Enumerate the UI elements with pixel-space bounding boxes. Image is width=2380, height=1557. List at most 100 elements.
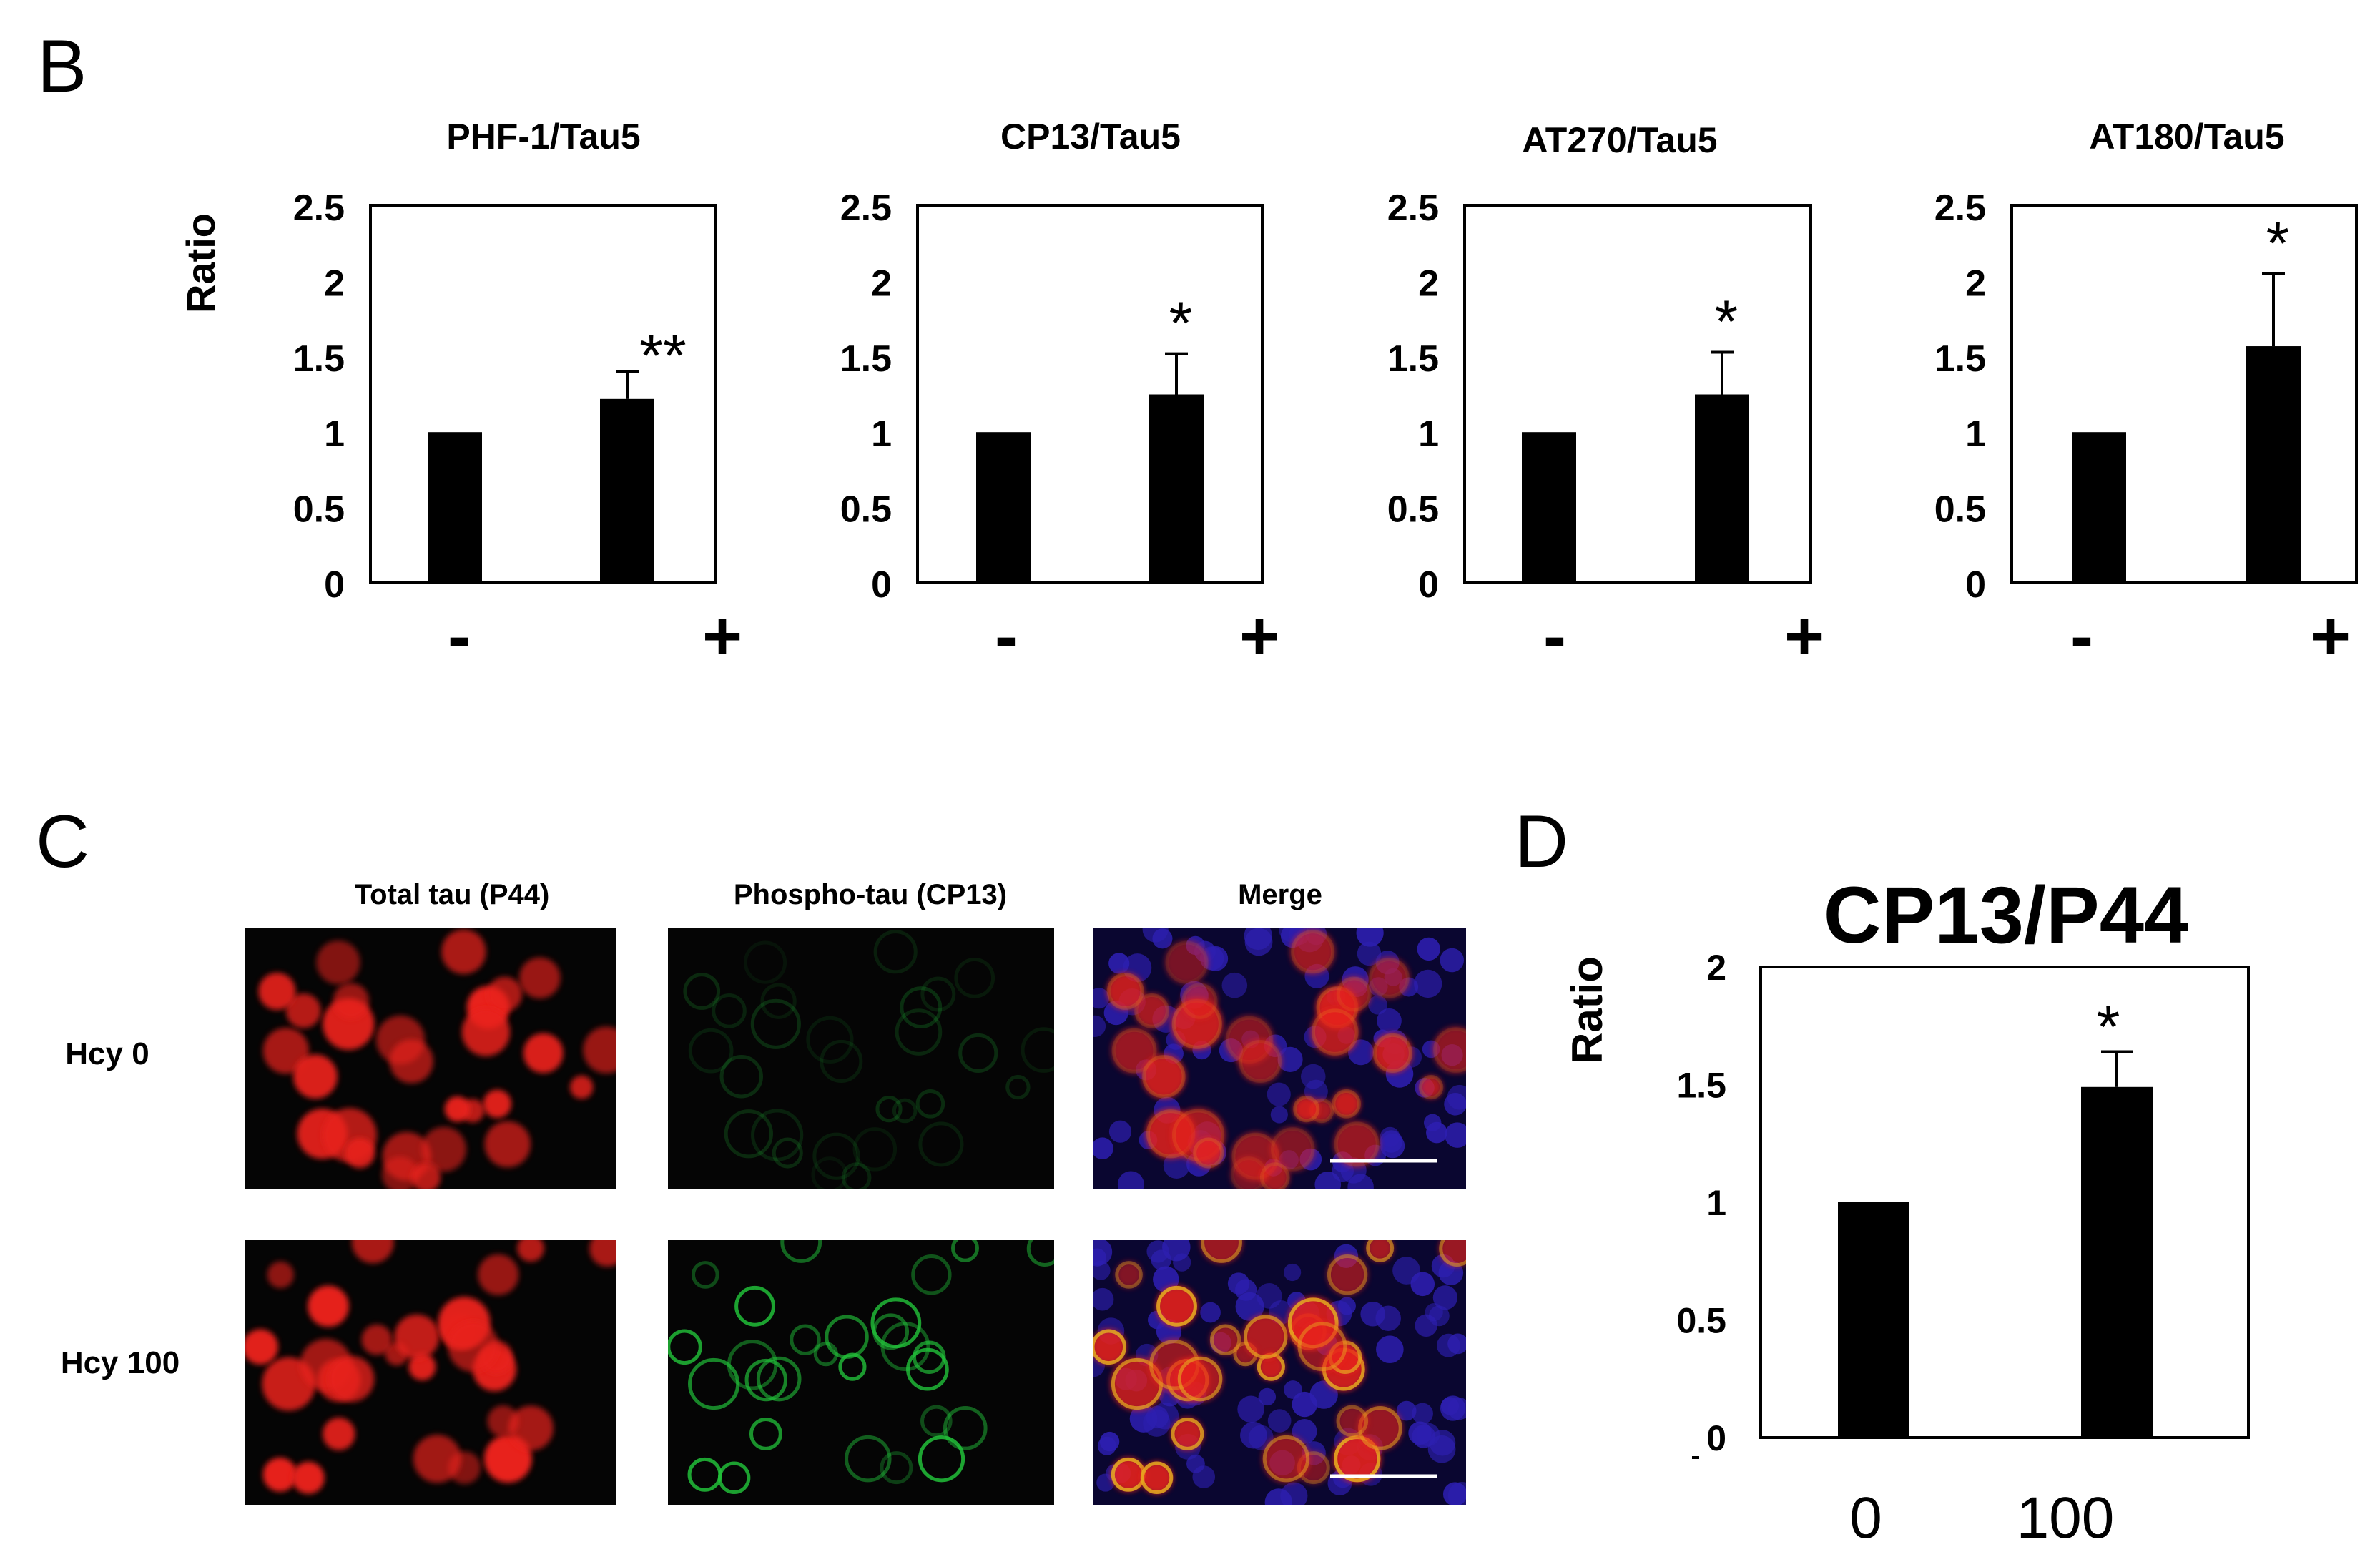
micrograph-merge-hcy-100-nucleus [1280, 1482, 1308, 1505]
micrograph-merge-hcy-100-nucleus [1093, 1287, 1114, 1311]
micrograph-merge-hcy-0-nucleus [1377, 1008, 1402, 1033]
at270-tau5-y-tick-label: 1 [1418, 413, 1439, 455]
micrograph-merge-hcy-0-cell [1290, 929, 1335, 974]
micrograph-total-tau-hcy-0-cell [583, 1026, 616, 1074]
micrograph-merge-hcy-0-nucleus [1314, 1171, 1342, 1189]
micrograph-phospho-tau-hcy-0-cell-ring [841, 1162, 872, 1189]
micrograph-phospho-tau-hcy-100-cell-ring [880, 1322, 930, 1372]
micrograph-merge-hcy-100-nucleus [1151, 1402, 1179, 1430]
micrograph-total-tau-hcy-0-cell [421, 1126, 467, 1172]
micrograph-merge-hcy-0-cell [1368, 957, 1410, 999]
micrograph-merge-hcy-0-nucleus [1093, 1137, 1113, 1160]
micrograph-total-tau-hcy-100-cell [328, 1356, 375, 1403]
micrograph-phospho-tau-hcy-100-cell-ring [790, 1324, 821, 1356]
at180-tau5-y-tick-label: 0.5 [1934, 489, 1986, 531]
micrograph-merge-hcy-100-cell-ring [1171, 1417, 1204, 1450]
micrograph-merge-hcy-0-nucleus [1426, 1121, 1447, 1144]
micrograph-merge-hcy-0-nucleus [1093, 1015, 1106, 1037]
micrograph-merge-hcy-0-cell-ring [1111, 1028, 1157, 1074]
micrograph-merge-hcy-100 [1093, 1240, 1466, 1505]
micrograph-phospho-tau-hcy-100-cell-ring [943, 1406, 988, 1450]
micrograph-merge-hcy-100-nucleus [1410, 1272, 1435, 1297]
micrograph-merge-hcy-0-cell-ring [1334, 1121, 1380, 1167]
panel-letter-b: B [37, 25, 87, 108]
micrograph-phospho-tau-hcy-0-cell-ring [915, 1089, 945, 1119]
micrograph-phospho-tau-hcy-100-cell-ring [744, 1358, 787, 1402]
micrograph-merge-hcy-100-nucleus [1258, 1387, 1277, 1406]
micrograph-merge-hcy-0-cell [1193, 1137, 1224, 1169]
at270-tau5-bar-1 [1522, 432, 1576, 583]
micrograph-merge-hcy-100-nucleus [1192, 1465, 1216, 1488]
micrograph-merge-hcy-0-nucleus [1414, 969, 1442, 998]
micrograph-merge-hcy-0-nucleus [1142, 928, 1169, 943]
micrograph-merge-hcy-0-nucleus [1270, 1106, 1288, 1124]
micrograph-phospho-tau-hcy-0-cell-ring [954, 957, 995, 998]
micrograph-merge-hcy-0-cell-ring [1311, 1008, 1359, 1056]
cp13-p44-y-tick-label: 1.5 [1676, 1066, 1726, 1106]
micrograph-phospho-tau-hcy-0-cell-ring [772, 1137, 803, 1169]
micrograph-total-tau-hcy-100-cell [323, 1418, 355, 1450]
micrograph-merge-hcy-0-nucleus [1356, 928, 1384, 947]
micrograph-merge-hcy-100-nucleus [1408, 1421, 1432, 1445]
micrograph-phospho-tau-hcy-100-cell-ring [880, 1451, 913, 1485]
micrograph-merge-hcy-100-nucleus [1093, 1260, 1111, 1280]
phf1-tau5-y-tick-label: 0.5 [293, 489, 345, 531]
micrograph-merge-hcy-0-cell-ring [1193, 1137, 1224, 1169]
micrograph-merge-hcy-0-nucleus [1108, 1120, 1132, 1143]
micrograph-merge-hcy-100-nucleus [1442, 1482, 1466, 1505]
micrograph-total-tau-hcy-100-cells [245, 1240, 616, 1494]
micrograph-merge-hcy-100-cell-ring [1115, 1261, 1143, 1289]
micrograph-total-tau-hcy-0-cell [262, 1028, 309, 1074]
at270-tau5-bar-2 [1695, 394, 1749, 583]
at180-tau5-y-tick-label: 2 [1965, 262, 1986, 304]
phf1-tau5-y-tick-label: 2.5 [293, 187, 345, 229]
cp13-p44-plot-frame [1759, 966, 2250, 1439]
micrograph-total-tau-hcy-100-cell [361, 1324, 393, 1355]
micrograph-phospho-tau-hcy-0-cell-ring [806, 1016, 854, 1064]
micrograph-phospho-tau-hcy-100-cell-ring [905, 1347, 949, 1391]
micrograph-phospho-tau-hcy-100-cell-ring [727, 1340, 778, 1390]
micrograph-phospho-tau-hcy-0-cell-ring [751, 1109, 804, 1161]
cp13-p44-chart: 0 0.5 1 1.5 2 0 100 * [1676, 948, 2250, 1551]
micrograph-merge-hcy-100-cell-ring [1177, 1356, 1223, 1402]
phf1-tau5-chart: 0 0.5 1 1.5 2 2.5 - + ** [293, 187, 742, 674]
micrograph-phospho-tau-hcy-100-cell-ring [734, 1285, 775, 1327]
micrograph-column-label-merge: Merge [1238, 879, 1322, 910]
micrograph-phospho-tau-hcy-0 [668, 928, 1054, 1189]
micrograph-phospho-tau-hcy-100-cell-ring [825, 1315, 869, 1359]
micrograph-total-tau-hcy-0-cell [444, 1096, 471, 1122]
phf1-tau5-y-tick-label: 1 [324, 413, 345, 455]
micrograph-column-label-phospho-tau: Phospho-tau (CP13) [734, 879, 1007, 910]
at270-tau5-significance-marker: * [1715, 288, 1739, 355]
micrograph-phospho-tau-hcy-0-cell-ring [712, 993, 747, 1028]
micrograph-total-tau-hcy-100-cell [267, 1261, 295, 1289]
micrograph-phospho-tau-hcy-100 [668, 1240, 1054, 1505]
micrograph-merge-hcy-100-cell [1262, 1435, 1311, 1483]
micrograph-total-tau-hcy-100-cell [394, 1314, 440, 1360]
micrograph-merge-hcy-0-cell-ring [1293, 1096, 1320, 1123]
micrograph-merge-hcy-100-cell [1327, 1254, 1368, 1295]
at270-tau5-plot-frame [1463, 204, 1812, 584]
cp13-tau5-plot-frame [916, 204, 1264, 584]
phf1-tau5-category-label-1: - [448, 598, 471, 674]
micrograph-merge-hcy-100-cell-ring [1201, 1240, 1242, 1263]
micrograph-merge-hcy-100-nucleus [1337, 1297, 1356, 1315]
micrograph-phospho-tau-hcy-0-cell-ring [895, 1008, 943, 1056]
micrograph-merge-hcy-0-cell-ring [1372, 1033, 1412, 1074]
micrograph-merge-hcy-100-cell-ring [1327, 1254, 1368, 1295]
micrograph-merge-hcy-100-cell-ring [1140, 1461, 1174, 1495]
micrograph-column-label-total-tau: Total tau (P44) [355, 879, 550, 910]
micrograph-grid [245, 928, 1466, 1505]
at180-tau5-y-tick-label: 1.5 [1934, 338, 1986, 380]
micrograph-merge-hcy-0-cell [1230, 1156, 1267, 1189]
micrograph-merge-hcy-0-cell-ring [1270, 1127, 1315, 1172]
micrograph-phospho-tau-hcy-0-cell-ring [719, 1055, 763, 1099]
micrograph-merge-hcy-0-nucleus [1380, 1134, 1405, 1159]
micrograph-phospho-tau-hcy-0-cell-ring [900, 986, 943, 1028]
micrograph-merge-hcy-100-cell [1210, 1324, 1241, 1355]
at180-tau5-plot-frame [2010, 204, 2358, 584]
micrograph-merge-hcy-100-nucleus [1284, 1263, 1302, 1282]
micrograph-merge-hcy-100-nucleus [1248, 1425, 1274, 1450]
micrograph-merge-hcy-0-nucleus [1108, 953, 1130, 974]
